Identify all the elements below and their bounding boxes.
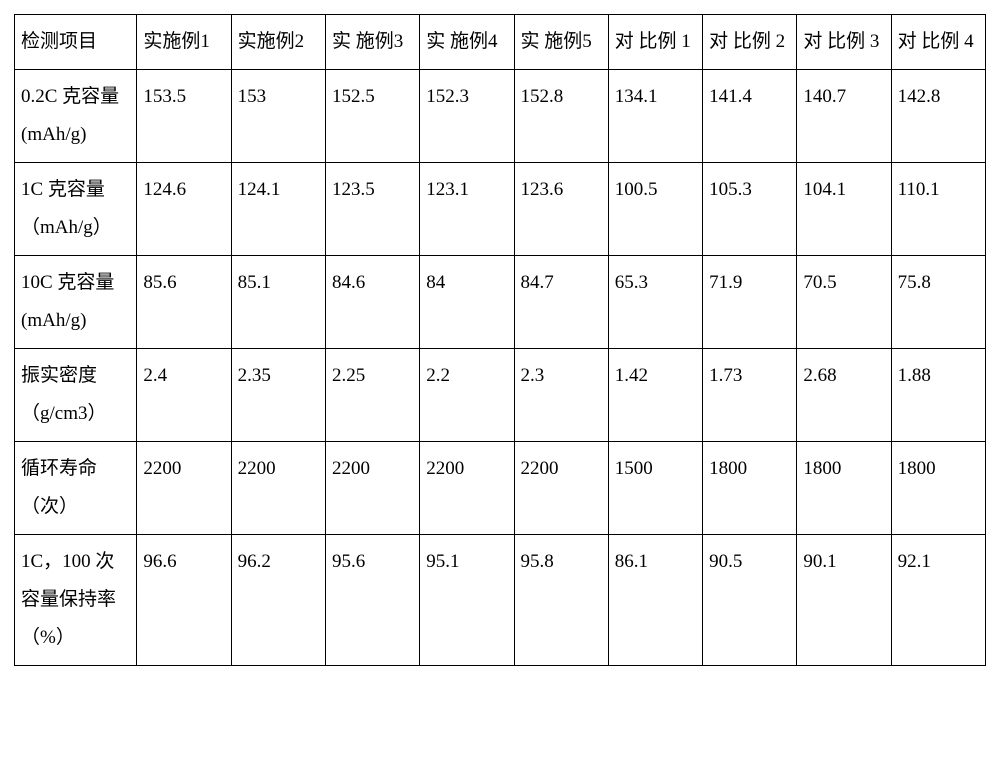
data-cell: 100.5 bbox=[608, 163, 702, 256]
data-cell: 2200 bbox=[514, 442, 608, 535]
data-cell: 153.5 bbox=[137, 70, 231, 163]
data-cell: 124.6 bbox=[137, 163, 231, 256]
data-cell: 2.35 bbox=[231, 349, 325, 442]
data-cell: 70.5 bbox=[797, 256, 891, 349]
header-cell: 实 施例5 bbox=[514, 15, 608, 70]
row-label-cell: 0.2C 克容量(mAh/g) bbox=[15, 70, 137, 163]
header-cell: 对 比例 2 bbox=[703, 15, 797, 70]
data-cell: 152.5 bbox=[325, 70, 419, 163]
data-cell: 105.3 bbox=[703, 163, 797, 256]
data-cell: 2200 bbox=[137, 442, 231, 535]
data-cell: 84.7 bbox=[514, 256, 608, 349]
data-cell: 1.88 bbox=[891, 349, 985, 442]
data-cell: 134.1 bbox=[608, 70, 702, 163]
data-cell: 1500 bbox=[608, 442, 702, 535]
data-cell: 95.1 bbox=[420, 535, 514, 666]
data-cell: 2.68 bbox=[797, 349, 891, 442]
data-cell: 124.1 bbox=[231, 163, 325, 256]
data-cell: 1.73 bbox=[703, 349, 797, 442]
header-cell: 对 比例 4 bbox=[891, 15, 985, 70]
data-cell: 123.6 bbox=[514, 163, 608, 256]
data-cell: 1800 bbox=[797, 442, 891, 535]
header-cell-label: 检测项目 bbox=[15, 15, 137, 70]
data-cell: 65.3 bbox=[608, 256, 702, 349]
data-cell: 141.4 bbox=[703, 70, 797, 163]
data-cell: 140.7 bbox=[797, 70, 891, 163]
table-row: 振实密度（g/cm3）2.42.352.252.22.31.421.732.68… bbox=[15, 349, 986, 442]
table-header-row: 检测项目实施例1实施例2实 施例3实 施例4实 施例5对 比例 1对 比例 2对… bbox=[15, 15, 986, 70]
row-label-cell: 循环寿命（次） bbox=[15, 442, 137, 535]
data-cell: 1800 bbox=[703, 442, 797, 535]
data-cell: 85.1 bbox=[231, 256, 325, 349]
data-cell: 142.8 bbox=[891, 70, 985, 163]
data-cell: 96.6 bbox=[137, 535, 231, 666]
data-cell: 95.8 bbox=[514, 535, 608, 666]
header-cell: 实 施例4 bbox=[420, 15, 514, 70]
data-cell: 1.42 bbox=[608, 349, 702, 442]
data-cell: 75.8 bbox=[891, 256, 985, 349]
table-row: 1C，100 次容量保持率（%）96.696.295.695.195.886.1… bbox=[15, 535, 986, 666]
data-cell: 84 bbox=[420, 256, 514, 349]
table-body: 检测项目实施例1实施例2实 施例3实 施例4实 施例5对 比例 1对 比例 2对… bbox=[15, 15, 986, 666]
data-cell: 2.25 bbox=[325, 349, 419, 442]
data-cell: 92.1 bbox=[891, 535, 985, 666]
table-row: 10C 克容量(mAh/g)85.685.184.68484.765.371.9… bbox=[15, 256, 986, 349]
row-label-cell: 10C 克容量(mAh/g) bbox=[15, 256, 137, 349]
data-cell: 96.2 bbox=[231, 535, 325, 666]
data-cell: 2.4 bbox=[137, 349, 231, 442]
data-cell: 71.9 bbox=[703, 256, 797, 349]
table-row: 1C 克容量（mAh/g）124.6124.1123.5123.1123.610… bbox=[15, 163, 986, 256]
data-cell: 153 bbox=[231, 70, 325, 163]
data-cell: 85.6 bbox=[137, 256, 231, 349]
header-cell: 实施例1 bbox=[137, 15, 231, 70]
row-label-cell: 1C 克容量（mAh/g） bbox=[15, 163, 137, 256]
data-cell: 152.3 bbox=[420, 70, 514, 163]
header-cell: 实 施例3 bbox=[325, 15, 419, 70]
data-cell: 2200 bbox=[231, 442, 325, 535]
data-cell: 95.6 bbox=[325, 535, 419, 666]
data-cell: 90.1 bbox=[797, 535, 891, 666]
data-table: 检测项目实施例1实施例2实 施例3实 施例4实 施例5对 比例 1对 比例 2对… bbox=[14, 14, 986, 666]
data-cell: 123.5 bbox=[325, 163, 419, 256]
row-label-cell: 振实密度（g/cm3） bbox=[15, 349, 137, 442]
table-row: 0.2C 克容量(mAh/g)153.5153152.5152.3152.813… bbox=[15, 70, 986, 163]
data-cell: 123.1 bbox=[420, 163, 514, 256]
data-cell: 110.1 bbox=[891, 163, 985, 256]
data-cell: 84.6 bbox=[325, 256, 419, 349]
data-cell: 2.3 bbox=[514, 349, 608, 442]
header-cell: 对 比例 1 bbox=[608, 15, 702, 70]
data-cell: 2200 bbox=[325, 442, 419, 535]
header-cell: 对 比例 3 bbox=[797, 15, 891, 70]
data-cell: 90.5 bbox=[703, 535, 797, 666]
data-cell: 104.1 bbox=[797, 163, 891, 256]
header-cell: 实施例2 bbox=[231, 15, 325, 70]
data-cell: 152.8 bbox=[514, 70, 608, 163]
table-row: 循环寿命（次）220022002200220022001500180018001… bbox=[15, 442, 986, 535]
data-cell: 2200 bbox=[420, 442, 514, 535]
data-cell: 2.2 bbox=[420, 349, 514, 442]
data-cell: 1800 bbox=[891, 442, 985, 535]
row-label-cell: 1C，100 次容量保持率（%） bbox=[15, 535, 137, 666]
data-cell: 86.1 bbox=[608, 535, 702, 666]
